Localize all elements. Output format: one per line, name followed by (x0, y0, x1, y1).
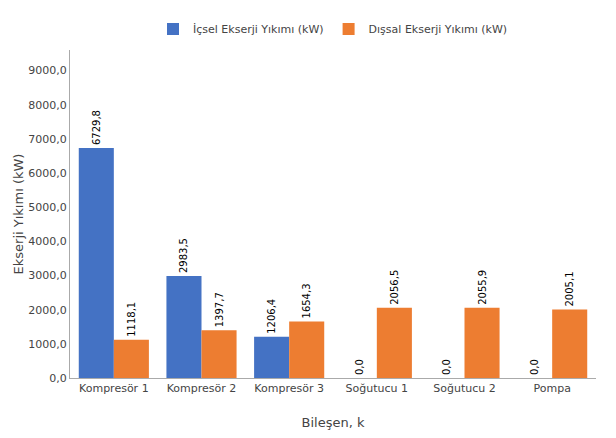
svg-text:8000,0: 8000,0 (28, 99, 67, 112)
svg-text:2055,9: 2055,9 (477, 270, 488, 305)
svg-text:9000,0: 9000,0 (28, 64, 67, 77)
svg-text:4000,0: 4000,0 (28, 235, 67, 248)
svg-text:Kompresör 1: Kompresör 1 (79, 382, 149, 395)
svg-text:1118,1: 1118,1 (126, 302, 137, 337)
svg-text:2983,5: 2983,5 (178, 238, 189, 273)
svg-text:2056,5: 2056,5 (389, 270, 400, 305)
svg-text:İçsel Ekserji Yıkımı (kW): İçsel Ekserji Yıkımı (kW) (193, 23, 324, 36)
svg-text:6000,0: 6000,0 (28, 167, 67, 180)
svg-text:3000,0: 3000,0 (28, 269, 67, 282)
svg-text:1000,0: 1000,0 (28, 338, 67, 351)
svg-text:Kompresör 2: Kompresör 2 (167, 382, 237, 395)
svg-text:2005,1: 2005,1 (564, 271, 575, 306)
svg-text:Dışsal Ekserji Yıkımı (kW): Dışsal Ekserji Yıkımı (kW) (369, 23, 508, 36)
svg-text:0,0: 0,0 (49, 372, 67, 385)
svg-text:0,0: 0,0 (441, 359, 452, 375)
svg-text:Ekserji Yıkımı (kW): Ekserji Yıkımı (kW) (11, 154, 26, 275)
svg-text:0,0: 0,0 (354, 359, 365, 375)
svg-text:Pompa: Pompa (533, 382, 570, 395)
svg-text:0,0: 0,0 (529, 359, 540, 375)
svg-text:2000,0: 2000,0 (28, 304, 67, 317)
svg-text:1654,3: 1654,3 (301, 283, 312, 318)
svg-text:Bileşen, k: Bileşen, k (302, 415, 365, 430)
svg-text:Soğutucu 1: Soğutucu 1 (346, 382, 408, 395)
svg-text:7000,0: 7000,0 (28, 133, 67, 146)
svg-text:Soğutucu 2: Soğutucu 2 (433, 382, 495, 395)
svg-text:6729,8: 6729,8 (91, 110, 102, 145)
svg-text:5000,0: 5000,0 (28, 201, 67, 214)
svg-text:Kompresör 3: Kompresör 3 (254, 382, 324, 395)
svg-text:1397,7: 1397,7 (214, 292, 225, 327)
svg-text:1206,4: 1206,4 (266, 299, 277, 334)
